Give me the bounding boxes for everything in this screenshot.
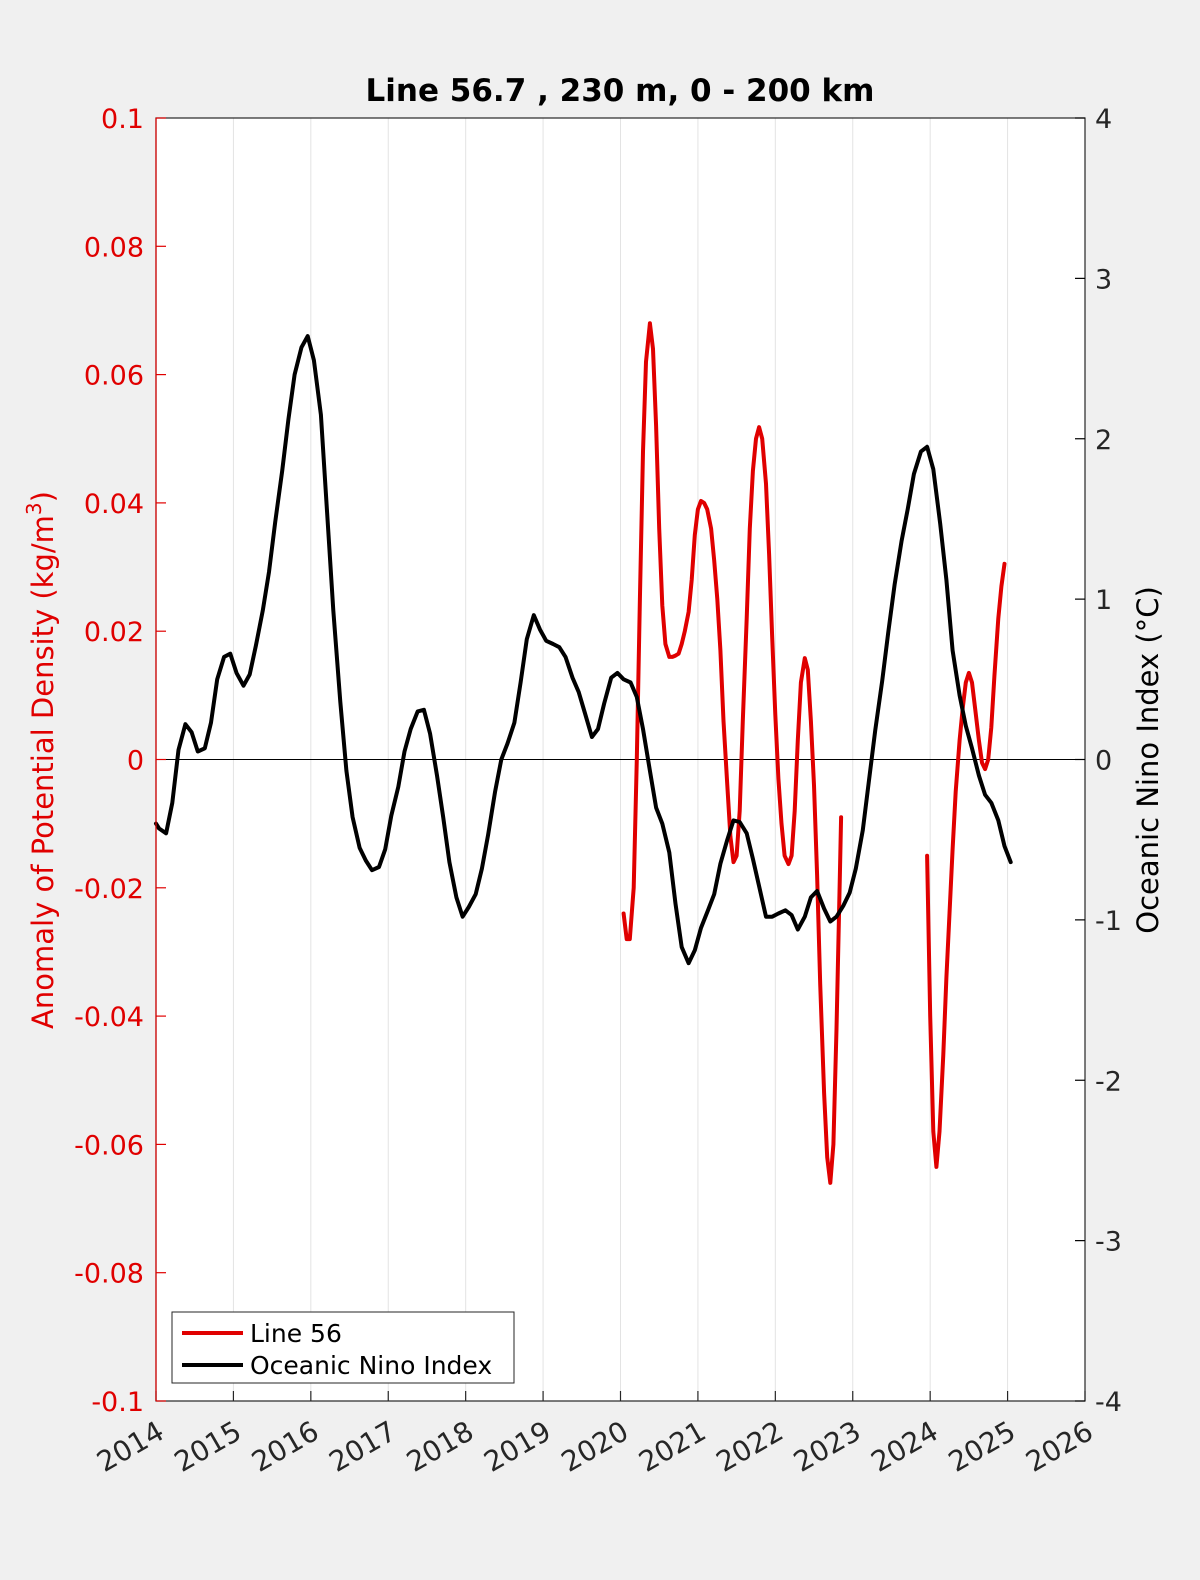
legend-label-line56: Line 56: [250, 1319, 342, 1348]
y-right-tick-label: -1: [1095, 906, 1122, 937]
y-left-tick-label: -0.04: [74, 1002, 144, 1033]
y-right-tick-label: 2: [1095, 425, 1112, 456]
chart-title: Line 56.7 , 230 m, 0 - 200 km: [366, 73, 875, 109]
x-tick-label: 2020: [556, 1414, 634, 1478]
y-axis-left-label-sup: 3: [22, 502, 46, 515]
y-left-tick-label: -0.02: [74, 874, 144, 905]
y-right-tick-label: -2: [1095, 1066, 1122, 1097]
x-tick-label: 2023: [788, 1414, 866, 1478]
y-axis-left-label-close: ): [26, 491, 60, 502]
y-right-tick-label: -4: [1095, 1387, 1122, 1418]
x-tick-label: 2018: [401, 1414, 479, 1478]
series-layer: [154, 321, 1013, 1185]
x-tick-label: 2024: [865, 1414, 943, 1478]
y-left-tick-label: 0.04: [84, 489, 144, 520]
x-tick-label: 2014: [91, 1414, 169, 1478]
y-right-tick-label: 1: [1095, 585, 1112, 616]
y-right-tick-label: 4: [1095, 104, 1112, 135]
y-right-tick-label: -3: [1095, 1227, 1122, 1258]
y-right-tick-label: 3: [1095, 264, 1112, 295]
y-left-tick-label: -0.08: [74, 1259, 144, 1290]
legend-label-oni: Oceanic Nino Index: [250, 1351, 492, 1380]
x-tick-label: 2026: [1020, 1414, 1098, 1478]
series-line-line56: [621, 321, 844, 1185]
series-line-oceanic-nino-index: [154, 334, 1013, 966]
y-left-tick-label: -0.06: [74, 1130, 144, 1161]
x-tick-label: 2022: [711, 1414, 789, 1478]
x-tick-label: 2025: [943, 1414, 1021, 1478]
y-axis-right-label: Oceanic Nino Index (°C): [1131, 586, 1165, 934]
y-axis-left-label-text: Anomaly of Potential Density (kg/m: [26, 515, 60, 1029]
y-left-tick-label: 0.1: [101, 104, 144, 135]
x-tick-label: 2016: [246, 1414, 324, 1478]
axes: 2014 2015 2016 2017 2018 2019 2020 2021 2022 2023…: [74, 104, 1122, 1479]
y-left-tick-label: -0.1: [91, 1387, 144, 1418]
y-axis-left-label: Anomaly of Potential Density (kg/m3): [22, 491, 60, 1029]
x-tick-label: 2017: [324, 1414, 402, 1478]
legend-box: [171, 1311, 515, 1384]
y-left-tick-label: 0: [127, 746, 144, 777]
y-left-tick-label: 0.08: [84, 232, 144, 263]
x-tick-label: 2019: [478, 1414, 556, 1478]
y-left-tick-label: 0.02: [84, 617, 144, 648]
y-left-tick-label: 0.06: [84, 361, 144, 392]
series-line-line56: [925, 561, 1007, 1169]
legend: Line 56 Oceanic Nino Index: [171, 1311, 515, 1384]
x-tick-label: 2015: [169, 1414, 247, 1478]
y-right-tick-label: 0: [1095, 746, 1112, 777]
x-tick-label: 2021: [633, 1414, 711, 1478]
